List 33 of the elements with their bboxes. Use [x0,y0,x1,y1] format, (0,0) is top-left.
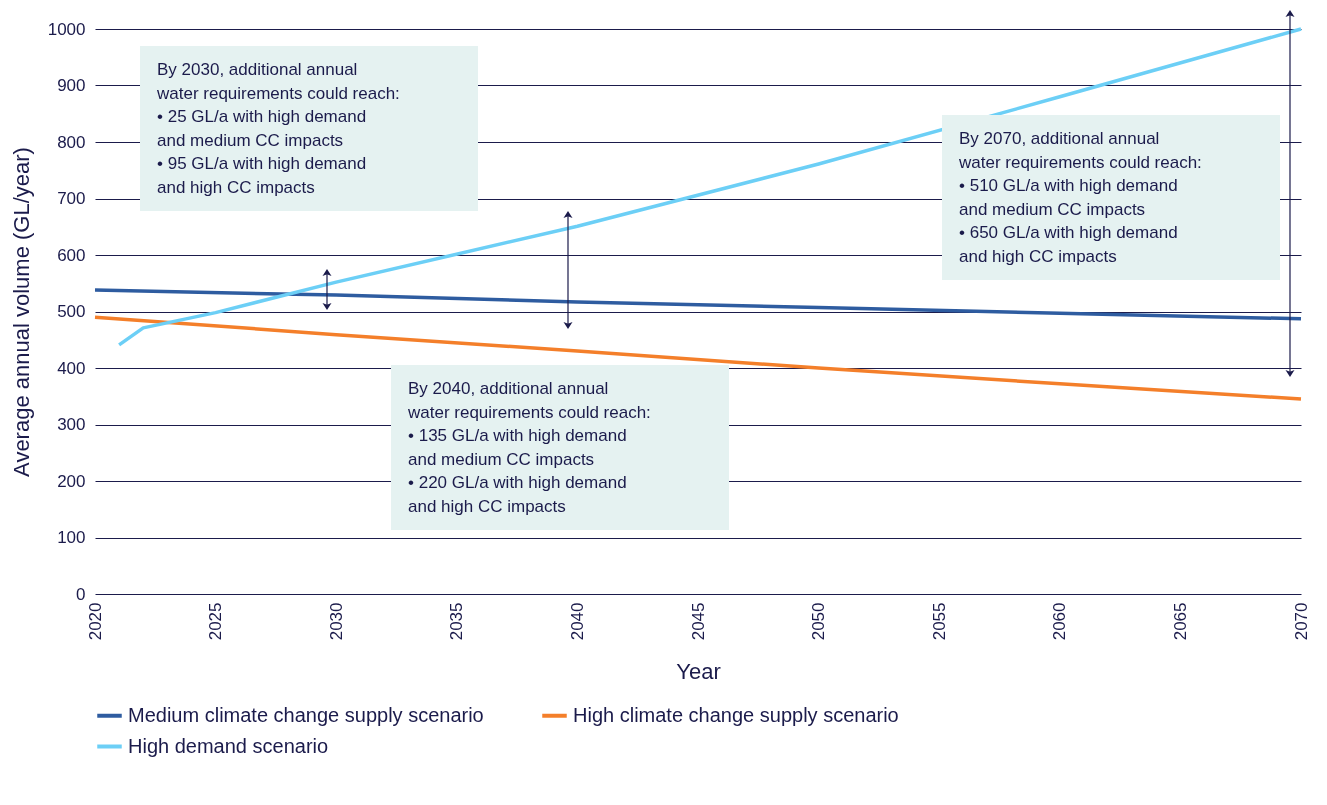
x-tick-label: 2050 [809,602,829,641]
y-tick-label: 600 [57,245,86,265]
y-tick-label: 300 [57,415,86,434]
y-tick-label: 800 [57,132,86,152]
line-series [93,315,1303,401]
y-tick-label: 0 [76,584,86,604]
x-tick-label: 2070 [1291,602,1311,641]
x-tick-label: 2065 [1170,602,1190,641]
legend-label: High demand scenario [128,734,329,757]
y-tick-label: 900 [57,76,86,95]
x-tick-label: 2035 [447,602,467,641]
x-tick-label: 2030 [326,602,346,641]
x-tick-label: 2040 [567,602,587,641]
legend-label: High climate change supply scenario [573,703,899,726]
y-tick-label: 100 [57,528,86,547]
line-series [93,288,1303,321]
x-tick-label: 2045 [688,602,708,641]
x-tick-label: 2055 [929,602,949,641]
annotation: By 2040, additional annual water requirements could reach: • 135 GL/a with high demand and medium CC impacts • 220 GL/a with high demand and high CC impacts [407,379,651,516]
x-tick-label: 2020 [85,602,105,641]
x-axis-title: Year [676,659,721,685]
x-tick-label: 2060 [1050,602,1070,641]
y-tick-label: 200 [57,471,86,491]
x-tick-label: 2025 [206,602,226,641]
legend-label: Medium climate change supply scenario [128,703,484,726]
annotation: By 2030, additional annual water requirements could reach: • 25 GL/a with high demand and medium CC impacts • 95 GL/a with high demand and high CC impacts [156,60,400,197]
line-series [117,27,1303,347]
y-tick-label: 700 [57,189,86,208]
y-tick-label: 1000 [47,19,86,39]
annotation: By 2070, additional annual water requirements could reach: • 510 GL/a with high demand and medium CC impacts • 650 GL/a with high demand and high CC impacts [958,129,1202,266]
y-tick-label: 500 [57,302,86,321]
y-axis-title: Average annual volume (GL/year) [8,147,34,477]
y-tick-label: 400 [57,358,86,378]
